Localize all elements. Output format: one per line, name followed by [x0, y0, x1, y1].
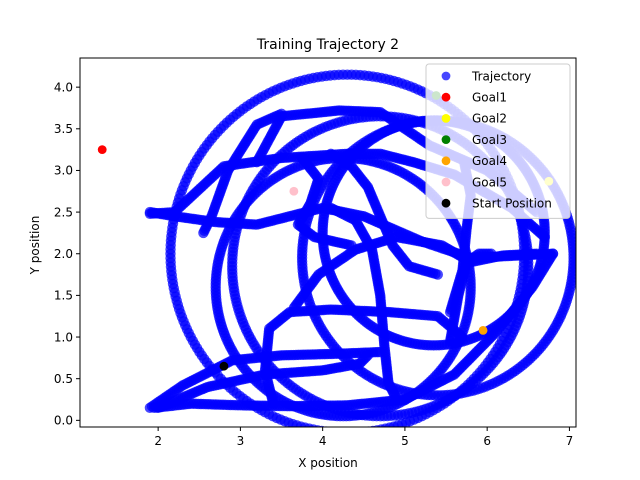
legend-marker [441, 135, 451, 145]
chart-title: Training Trajectory 2 [256, 37, 399, 53]
x-tick-label: 3 [237, 434, 245, 448]
y-axis-label: Y position [28, 216, 42, 276]
x-tick-label: 7 [566, 434, 574, 448]
trajectory-point [523, 264, 534, 276]
legend-marker [441, 177, 451, 187]
trajectory-point [346, 240, 357, 251]
x-tick-label: 6 [483, 434, 491, 448]
plot-frame [79, 57, 577, 428]
legend-marker [441, 198, 451, 208]
goal-marker-goal1 [97, 145, 107, 155]
legend-label: Goal5 [472, 175, 507, 189]
x-tick-label: 4 [319, 434, 327, 448]
trajectory-point [391, 394, 402, 405]
trajectory-point [362, 350, 374, 361]
y-tick-label: 1.5 [54, 289, 73, 303]
y-axis: 0.0 0.5 1.0 1.5 2.0 2.5 3.0 3.5 4.0 [54, 80, 80, 428]
legend-marker [441, 156, 451, 166]
trajectory-point [531, 248, 542, 259]
trajectory-point [547, 248, 559, 259]
legend-label: Goal4 [472, 154, 507, 168]
y-tick-label: 3.5 [54, 122, 73, 136]
x-axis-label: X position [298, 456, 358, 470]
x-axis: 2 3 4 5 6 7 [154, 427, 573, 448]
trajectory-point [276, 108, 287, 120]
trajectory-point [486, 248, 497, 259]
trajectory-point [432, 269, 444, 280]
y-tick-label: 2.5 [54, 205, 73, 219]
legend-label: Trajectory [471, 69, 531, 83]
legend-box [425, 63, 571, 219]
y-tick-label: 0.0 [54, 414, 73, 428]
x-tick-label: 2 [154, 434, 162, 448]
y-tick-label: 0.5 [54, 372, 73, 386]
legend-marker [441, 71, 451, 81]
goal-marker-start-position [219, 361, 229, 371]
y-tick-label: 2.0 [54, 247, 73, 261]
legend-marker [441, 92, 451, 102]
legend-marker [441, 114, 451, 123]
y-tick-label: 4.0 [54, 80, 73, 94]
goal-marker-goal5 [289, 186, 299, 196]
legend-label: Goal2 [472, 112, 507, 126]
legend: Trajectory Goal1 Goal2 Goal3 Goal4 Goal5 Start… [425, 63, 571, 219]
trajectory-point [457, 331, 468, 343]
legend-label: Goal1 [472, 91, 507, 105]
y-tick-label: 3.0 [54, 164, 73, 178]
goal-marker-goal4 [478, 325, 488, 335]
trajectory-point [539, 231, 550, 243]
legend-label: Goal3 [472, 133, 507, 147]
legend-label: Start Position [472, 197, 552, 211]
trajectory-point [465, 284, 476, 296]
trajectory-point [568, 256, 576, 267]
y-tick-label: 1.0 [54, 330, 73, 344]
x-tick-label: 5 [401, 434, 409, 448]
